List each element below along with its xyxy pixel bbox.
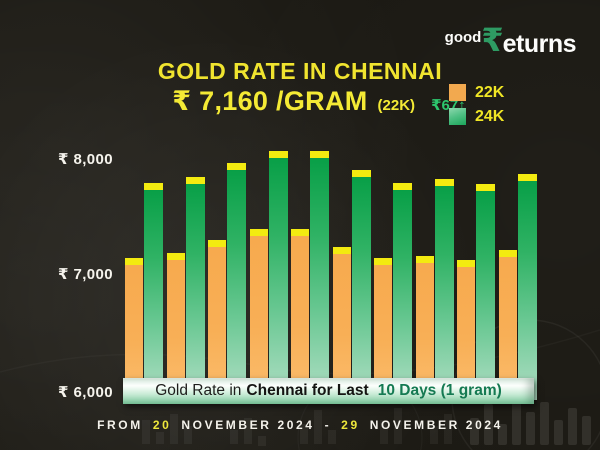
bar-24k-day-8 bbox=[434, 179, 454, 400]
bar-22k-day-3-cap bbox=[208, 240, 226, 248]
bar-22k-day-3 bbox=[208, 240, 226, 400]
date-range-footer: FROM 20 NOVEMBER 2024 - 29 NOVEMBER 2024 bbox=[0, 416, 600, 434]
chart-caption-banner: Gold Rate in Chennai for Last 10 Days (1… bbox=[123, 378, 534, 404]
bar-22k-day-6-cap bbox=[332, 247, 351, 255]
bar-24k-day-7-body bbox=[393, 189, 412, 400]
page-title: GOLD RATE IN CHENNAI bbox=[157, 58, 443, 84]
bar-24k-day-2-cap bbox=[185, 176, 205, 184]
bar-22k-day-1 bbox=[125, 258, 143, 400]
caption-text-bold: Chennai for Last bbox=[246, 382, 369, 399]
bar-22k-day-9 bbox=[457, 259, 475, 400]
bar-24k-day-10-cap bbox=[517, 173, 537, 181]
carat-label: (22K) bbox=[377, 97, 416, 114]
bar-22k-day-2 bbox=[166, 253, 185, 400]
caption-text-highlight: 10 Days (1 gram) bbox=[377, 382, 502, 399]
bar-22k-day-1-cap bbox=[125, 258, 143, 266]
bar-24k-day-6 bbox=[351, 170, 371, 400]
bar-24k-day-5-cap bbox=[310, 150, 329, 158]
bar-22k-day-2-body bbox=[166, 260, 185, 400]
bar-22k-day-3-body bbox=[208, 247, 226, 400]
brand-logo: good ₹ eturns bbox=[444, 22, 577, 58]
footer-start-month: NOVEMBER 2024 bbox=[181, 418, 315, 432]
caption-text-normal: Gold Rate in bbox=[155, 382, 242, 399]
bar-24k-day-9-body bbox=[476, 190, 495, 400]
bar-22k-day-1-body bbox=[125, 265, 143, 400]
footer-start-day: 20 bbox=[152, 418, 172, 432]
bar-22k-day-7-cap bbox=[374, 258, 392, 266]
bar-22k-day-8-cap bbox=[415, 255, 434, 263]
legend-item-22k: 22K bbox=[449, 84, 504, 101]
brand-logo-eturns: eturns bbox=[502, 30, 577, 58]
bar-24k-day-3-cap bbox=[227, 162, 246, 170]
bar-22k-day-6-body bbox=[332, 254, 351, 400]
footer-dash: - bbox=[324, 418, 332, 432]
current-rate-line: ₹ 7,160 /GRAM (22K) ₹67↑ bbox=[19, 86, 600, 117]
chart-legend: 22K 24K bbox=[449, 84, 504, 125]
bar-24k-day-3-body bbox=[227, 169, 246, 400]
bar-22k-day-8-body bbox=[415, 262, 434, 400]
bar-24k-day-5 bbox=[310, 150, 329, 400]
bar-24k-day-3 bbox=[227, 162, 246, 400]
bar-22k-day-6 bbox=[332, 247, 351, 400]
bar-22k-day-8 bbox=[415, 255, 434, 400]
bar-22k-day-5 bbox=[291, 229, 309, 400]
bar-22k-day-4-cap bbox=[249, 229, 268, 237]
y-axis-tick-8000: ₹ 8,000 bbox=[58, 151, 113, 168]
bar-24k-day-4-cap bbox=[268, 150, 288, 158]
legend-label-24k: 24K bbox=[475, 107, 505, 125]
bar-24k-day-9-cap bbox=[476, 183, 495, 191]
bar-24k-day-8-cap bbox=[434, 179, 454, 187]
bar-24k-day-7 bbox=[393, 182, 412, 400]
bar-24k-day-9 bbox=[476, 183, 495, 400]
brand-logo-good: good bbox=[444, 29, 482, 46]
bar-24k-day-10-body bbox=[517, 180, 537, 400]
bar-24k-day-1 bbox=[144, 182, 163, 400]
footer-end-month: NOVEMBER 2024 bbox=[369, 418, 503, 432]
bar-22k-day-2-cap bbox=[166, 253, 185, 261]
bar-24k-day-6-body bbox=[351, 177, 371, 400]
legend-item-24k: 24K bbox=[449, 108, 504, 125]
current-price: ₹ 7,160 /GRAM bbox=[172, 86, 368, 116]
bar-22k-day-10-body bbox=[498, 257, 517, 400]
bar-22k-day-4 bbox=[249, 229, 268, 400]
bar-24k-day-2 bbox=[185, 176, 205, 400]
bar-24k-day-6-cap bbox=[351, 170, 371, 178]
legend-swatch-24k-icon bbox=[449, 108, 466, 125]
bar-22k-day-7-body bbox=[374, 265, 392, 400]
bar-22k-day-9-body bbox=[457, 266, 475, 400]
y-axis-tick-7000: ₹ 7,000 bbox=[58, 266, 113, 283]
bar-22k-day-10-cap bbox=[498, 250, 517, 258]
bar-22k-day-9-cap bbox=[457, 259, 475, 267]
legend-swatch-22k-icon bbox=[449, 84, 466, 101]
footer-end-day: 29 bbox=[341, 418, 360, 432]
bar-24k-day-2-body bbox=[185, 183, 205, 400]
y-axis-tick-6000: ₹ 6,000 bbox=[58, 384, 113, 401]
bar-24k-day-10 bbox=[517, 173, 537, 400]
bar-24k-day-8-body bbox=[434, 186, 454, 400]
bar-22k-day-5-body bbox=[291, 236, 309, 400]
bar-22k-day-7 bbox=[374, 258, 392, 400]
legend-label-22k: 22K bbox=[475, 83, 505, 101]
footer-from: FROM bbox=[97, 418, 143, 432]
bar-24k-day-4-body bbox=[268, 157, 288, 400]
bar-24k-day-1-body bbox=[144, 189, 163, 400]
bar-24k-day-5-body bbox=[310, 157, 329, 400]
bar-24k-day-7-cap bbox=[393, 182, 412, 190]
bar-24k-day-1-cap bbox=[144, 182, 163, 190]
bar-22k-day-10 bbox=[498, 250, 517, 400]
bar-22k-day-4-body bbox=[249, 236, 268, 400]
bar-22k-day-5-cap bbox=[291, 229, 309, 237]
bar-24k-day-4 bbox=[268, 150, 288, 400]
rupee-logo-icon: ₹ bbox=[481, 22, 504, 58]
